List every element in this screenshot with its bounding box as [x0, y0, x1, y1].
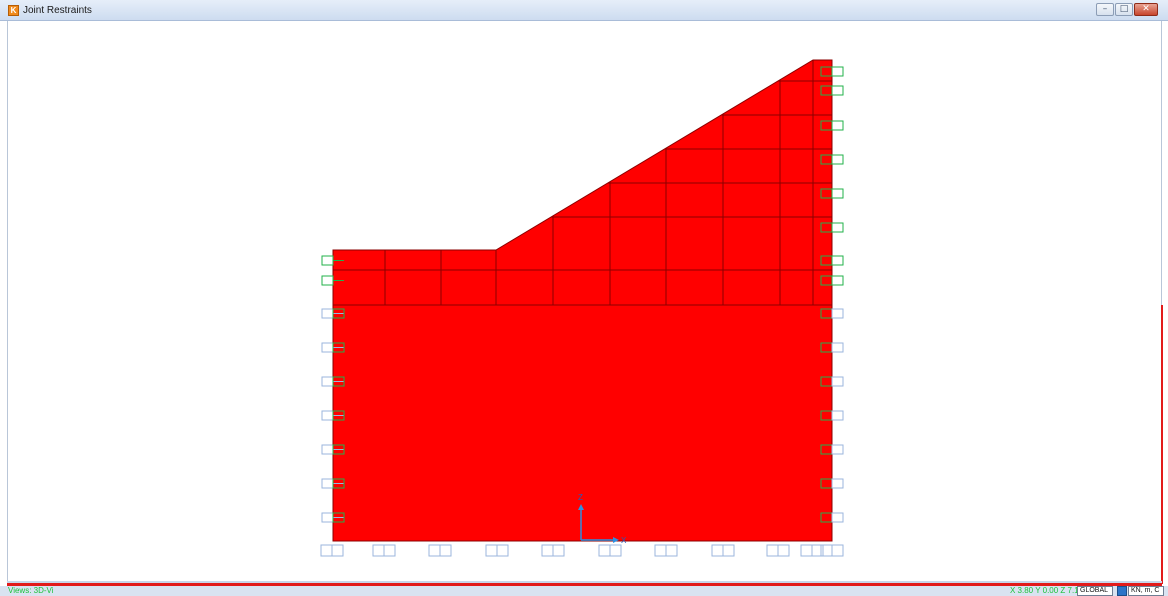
minimize-button[interactable]: – — [1096, 3, 1114, 16]
right-joint-restraint-outer — [831, 478, 844, 489]
coordinate-system-select[interactable]: GLOBAL — [1077, 586, 1113, 596]
right-joint-restraint-outer — [831, 188, 844, 199]
left-joint-restraint — [321, 255, 334, 266]
right-joint-restraint-outer — [831, 154, 844, 165]
cursor-coordinates: X 3.80 Y 0.00 Z 7.11 — [1010, 586, 1083, 595]
x-axis-arrow-icon — [613, 537, 619, 543]
left-joint-restraint — [321, 342, 334, 353]
left-joint-restraint — [321, 308, 334, 319]
left-joint-restraint-inner — [332, 478, 345, 489]
right-joint-restraint-outer — [831, 308, 844, 319]
left-joint-restraint — [321, 376, 334, 387]
right-joint-restraint-outer — [831, 275, 844, 286]
left-joint-restraint — [321, 512, 334, 523]
left-joint-restraint-inner — [332, 342, 345, 353]
right-joint-restraint-outer — [831, 120, 844, 131]
left-joint-restraint-inner — [332, 410, 345, 421]
z-axis-arrow-icon — [578, 504, 584, 510]
shell-area — [332, 59, 833, 542]
right-joint-restraint-outer — [831, 410, 844, 421]
units-dropdown-icon[interactable] — [1117, 586, 1127, 596]
close-button[interactable]: ✕ — [1134, 3, 1158, 16]
right-joint-restraint-outer — [831, 376, 844, 387]
restore-button[interactable]: □ — [1115, 3, 1133, 16]
left-joint-restraint — [321, 410, 334, 421]
status-bar: Views: 3D-Vi X 3.80 Y 0.00 Z 7.11 GLOBAL… — [0, 586, 1168, 596]
right-joint-restraint-outer — [831, 512, 844, 523]
right-joint-restraint-outer — [831, 222, 844, 233]
left-joint-restraint — [321, 478, 334, 489]
right-joint-restraint-outer — [831, 85, 844, 96]
left-joint-restraint-inner — [332, 512, 345, 523]
view-bottom-border — [7, 581, 1162, 586]
left-joint-restraint — [321, 275, 334, 286]
status-message: Views: 3D-Vi — [8, 586, 54, 595]
window-title: Joint Restraints — [23, 5, 92, 16]
z-axis-label: Z — [578, 493, 583, 502]
model-drawing[interactable]: ZX — [8, 21, 1163, 582]
right-joint-restraint-outer — [831, 66, 844, 77]
right-joint-restraint-outer — [831, 444, 844, 455]
right-joint-restraint-outer — [831, 255, 844, 266]
left-joint-restraint — [321, 444, 334, 455]
active-view-border — [1161, 305, 1163, 584]
app-logo-icon[interactable]: K — [8, 5, 19, 16]
x-axis-label: X — [621, 536, 627, 545]
left-joint-restraint-inner — [332, 376, 345, 387]
left-joint-restraint-inner — [332, 444, 345, 455]
window-title-bar: K Joint Restraints – □ ✕ — [0, 0, 1168, 21]
window-controls: – □ ✕ — [1096, 3, 1158, 16]
right-joint-restraint-outer — [831, 342, 844, 353]
left-joint-restraint-inner — [332, 308, 345, 319]
units-select[interactable]: KN, m, C — [1128, 586, 1164, 596]
